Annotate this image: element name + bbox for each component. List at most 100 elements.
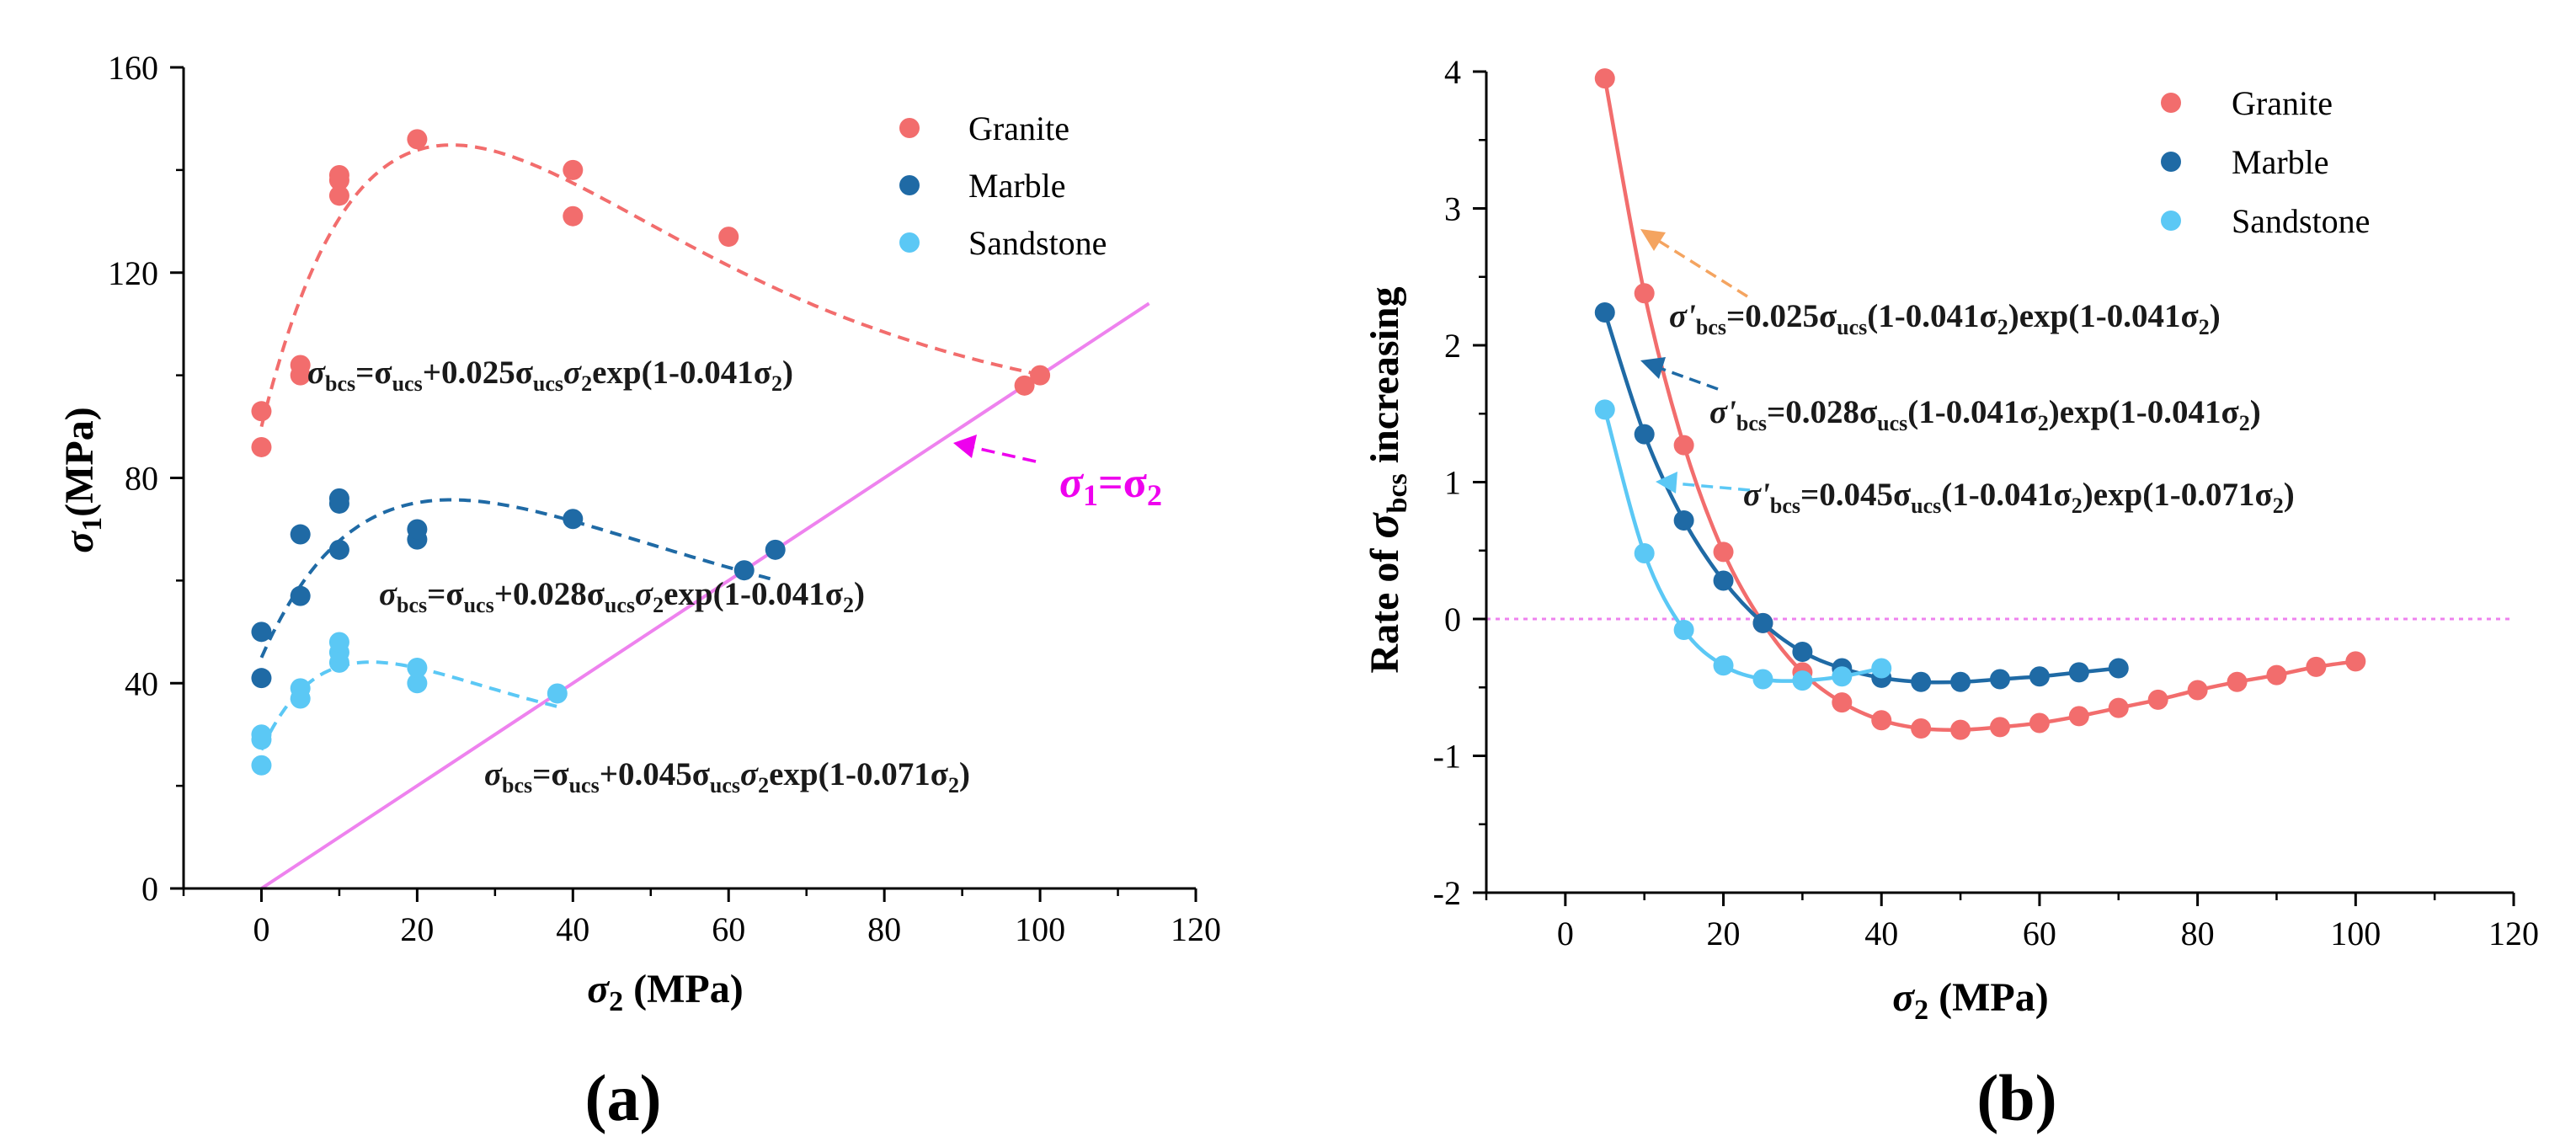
y-tick-label: -2: [1433, 874, 1461, 912]
eq-part: ucs: [710, 773, 740, 798]
y-tick-label: 120: [108, 254, 158, 292]
marble-rate-point: [1792, 642, 1813, 662]
eq-part: bcs: [1696, 315, 1726, 339]
granite-data-point: [251, 401, 272, 422]
reference-line-sigma1-equals-sigma2: [260, 301, 1150, 890]
eq-part: 2: [2038, 411, 2049, 435]
granite-rate-point: [2029, 712, 2050, 734]
eq-part: bcs: [1736, 411, 1767, 435]
granite-data-point: [328, 185, 349, 206]
granite-rate-point: [1950, 719, 1971, 740]
y-title-var: σ: [57, 531, 102, 553]
legend-marker-marble: [2161, 152, 2181, 172]
marble-rate-point: [1950, 671, 1971, 692]
eq-part: =0.028σ: [1767, 394, 1877, 430]
eq-part: 2: [2072, 493, 2083, 518]
y-tick-label: 4: [1444, 53, 1461, 91]
eq-part: 2: [581, 371, 592, 396]
eq-part: σ: [740, 756, 759, 792]
eq-part: 2: [843, 593, 854, 617]
sandstone-rate-point: [1634, 543, 1655, 563]
marble-data-point: [407, 519, 428, 540]
y-title-unit: (MPa): [57, 407, 102, 517]
legend-label-sandstone: Sandstone: [2232, 202, 2370, 240]
eq-part: bcs: [325, 371, 355, 396]
legend-label-marble: Marble: [2232, 143, 2329, 181]
sandstone-fit-equation: σbcs=σucs+0.045σucsσ2exp(1-0.071σ2): [484, 756, 970, 798]
eq-part: 2: [2273, 493, 2284, 518]
x-title-var: σ: [587, 967, 610, 1011]
eq-part: 2: [1997, 315, 2008, 339]
x-tick-label: 100: [1015, 910, 1065, 948]
eq-part: σ: [379, 576, 397, 612]
reference-line-group: [260, 301, 1150, 890]
eq-part: ucs: [392, 371, 423, 396]
marble-equation-arrowhead: [1640, 357, 1666, 379]
sandstone-rate-point: [1673, 620, 1694, 640]
sandstone-data-point: [328, 632, 349, 653]
panel-b-y-axis-title: Rate of σbcs increasing: [1357, 286, 1413, 673]
x-tick-label: 80: [2181, 915, 2215, 952]
b-y-title-part: increasing: [1363, 286, 1407, 473]
marble-data-point: [251, 622, 272, 643]
marble-data-point: [290, 585, 311, 606]
granite-rate-point: [2108, 697, 2129, 718]
eq-part: =0.045σ: [1800, 477, 1911, 513]
marble-data-point: [765, 539, 786, 560]
eq-part: =σ: [427, 576, 463, 612]
legend-marker-sandstone: [2161, 211, 2181, 231]
granite-rate-point: [2345, 651, 2366, 672]
granite-rate-point: [1911, 718, 1932, 739]
sandstone-data-point: [547, 683, 568, 704]
granite-rate-point: [1871, 710, 1892, 731]
eq-part: ): [2250, 394, 2261, 430]
granite-fit-equation: σbcs=σucs+0.025σucsσ2exp(1-0.041σ2): [307, 355, 793, 396]
x-tick-label: 120: [2488, 915, 2539, 952]
marble-fit-curve: [259, 498, 776, 659]
x-tick-label: 60: [2023, 915, 2056, 952]
eq-part: exp(1-0.041σ: [664, 576, 843, 612]
x-tick-label: 0: [253, 910, 269, 948]
marble-rate-point: [1634, 424, 1655, 445]
x-tick-label: 100: [2330, 915, 2381, 952]
marble-data-point: [733, 560, 755, 581]
b-y-title-part: bcs: [1382, 473, 1413, 513]
eq-part: )exp(1-0.041σ: [2049, 394, 2239, 430]
panel-b-label: (b): [1976, 1061, 2056, 1134]
granite-rate-point: [1673, 435, 1694, 456]
b-x-title-unit: (MPa): [1928, 975, 2049, 1020]
x-title-sub: 2: [609, 986, 623, 1017]
sandstone-rate-point: [1752, 669, 1773, 690]
marble-rate-point: [1911, 671, 1932, 692]
ref-part: σ: [1059, 459, 1085, 507]
y-tick-label: 1: [1444, 464, 1461, 502]
marble-rate-point: [1752, 612, 1773, 633]
granite-rate-point: [2266, 664, 2287, 686]
reference-line-label: σ1=σ2: [1059, 459, 1162, 512]
eq-part: 2: [653, 593, 664, 617]
ref-part: 2: [1147, 478, 1162, 512]
eq-part: σ: [307, 355, 326, 391]
panel-b-axis-ticks: 0 20 40 60 80 100 120 -2 -1 0 1 2 3 4: [1433, 53, 2539, 952]
panel-a-axis-ticks: 0 20 40 60 80 100 120 0 40 80 120 160: [108, 49, 1221, 948]
x-tick-label: 20: [1707, 915, 1741, 952]
y-tick-label: 80: [125, 460, 158, 498]
eq-part: ): [2210, 298, 2221, 334]
granite-rate-point: [1713, 541, 1734, 563]
marble-data-point: [563, 509, 584, 530]
granite-rate-point: [1990, 717, 2010, 738]
eq-part: 2: [758, 773, 769, 798]
eq-part: ucs: [533, 371, 563, 396]
panel-a-y-axis-title: σ1(MPa): [57, 407, 108, 552]
legend-marker-sandstone: [899, 232, 920, 253]
sandstone-equation-arrow: [1673, 482, 1751, 492]
eq-part: σ: [484, 756, 503, 792]
eq-part: +0.025σ: [423, 355, 533, 391]
y-tick-label: 160: [108, 49, 158, 87]
legend-label-marble: Marble: [968, 167, 1066, 205]
granite-data-point: [328, 164, 349, 185]
granite-data-point: [718, 227, 739, 248]
granite-data-point: [407, 129, 428, 150]
